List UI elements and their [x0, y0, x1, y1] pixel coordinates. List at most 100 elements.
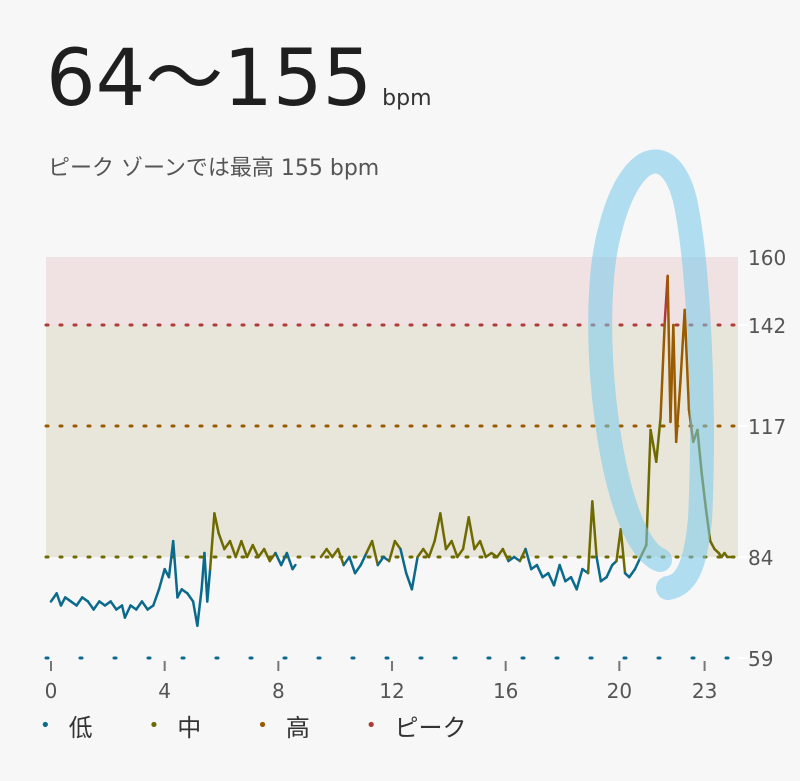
heart-rate-segment-26	[186, 592, 195, 603]
heart-rate-segment-35	[223, 539, 232, 551]
heart-rate-segment-108	[645, 428, 652, 547]
heart-rate-segment-124	[709, 539, 716, 551]
heart-rate-segment-75	[467, 516, 476, 551]
x-tick-label-23: 23	[692, 679, 717, 703]
heart-rate-segment-91	[558, 563, 567, 583]
legend-marker-peak: •	[365, 715, 381, 736]
heart-rate-segment-23	[171, 539, 179, 599]
heart-rate-segment-44	[274, 551, 283, 567]
heart-rate-segment-50	[325, 547, 334, 559]
heart-rate-segment-70	[439, 512, 448, 551]
heart-rate-segment-110	[655, 416, 662, 463]
heart-rate-segment-87	[535, 563, 544, 579]
heart-rate-segment-1	[55, 592, 63, 607]
heart-rate-segment-32	[208, 512, 216, 571]
heart-rate-segment-67	[422, 547, 431, 559]
heart-rate-segment-111	[659, 319, 667, 420]
heart-rate-segment-63	[399, 547, 408, 575]
heart-rate-segment-38	[240, 539, 249, 559]
legend-label-mid: 中	[177, 714, 202, 742]
heart-rate-segment-68	[427, 539, 436, 559]
heart-rate-segment-96	[586, 500, 594, 575]
heart-rate-segment-90	[552, 563, 561, 587]
heart-rate-segment-51	[331, 547, 340, 559]
legend-marker-low: •	[40, 715, 55, 736]
y-tick-label-160: 160	[748, 246, 786, 270]
legend-label-high: 高	[285, 714, 310, 742]
legend-marker-high: •	[257, 715, 272, 736]
heart-rate-segment-100	[605, 563, 614, 579]
legend-marker-mid: •	[148, 715, 164, 736]
heart-rate-segment-89	[547, 571, 556, 587]
heart-rate-segment-33	[213, 512, 220, 535]
heart-rate-segment-39	[245, 543, 255, 559]
highlight-annotation-loop	[588, 149, 714, 600]
heart-rate-segment-72	[450, 539, 459, 559]
heart-rate-segment-84	[518, 547, 527, 563]
heart-rate-segment-52	[336, 547, 345, 567]
heart-rate-segment-24	[176, 588, 183, 599]
header: 64〜155 bpm	[46, 40, 432, 118]
heart-rate-segment-13	[120, 604, 127, 619]
y-tick-label-117: 117	[748, 415, 786, 439]
heart-rate-segment-61	[387, 539, 397, 563]
x-tick-label-16: 16	[493, 679, 518, 703]
legend-item-low: • 低	[40, 708, 93, 743]
x-tick-label-4: 4	[158, 679, 171, 703]
legend-label-peak: ピーク	[394, 714, 467, 742]
heart-rate-segment-31	[206, 567, 212, 603]
heart-rate-segment-76	[473, 539, 482, 551]
x-tick-label-8: 8	[272, 679, 285, 703]
heart-rate-segment-80	[495, 547, 505, 559]
heart-rate-segment-62	[393, 539, 402, 551]
heart-rate-segment-77	[478, 539, 488, 559]
heart-rate-segment-42	[262, 547, 272, 563]
heart-rate-segment-93	[569, 575, 578, 591]
heart-rate-segment-11	[109, 600, 118, 611]
heart-rate-segment-16	[135, 600, 144, 611]
heart-rate-segment-57	[365, 539, 374, 555]
heart-rate-segment-73	[456, 547, 465, 559]
heart-rate-segment-103	[619, 527, 627, 575]
heart-rate-segment-81	[501, 547, 510, 563]
heart-rate-segment-41	[257, 547, 266, 559]
legend-item-peak: • ピーク	[366, 708, 467, 743]
heart-rate-unit: bpm	[382, 86, 432, 111]
legend-item-high: • 高	[257, 708, 310, 743]
legend-label-low: 低	[68, 714, 93, 742]
heart-rate-segment-74	[461, 516, 470, 551]
heart-rate-segment-64	[404, 571, 414, 591]
x-tick-label-20: 20	[607, 679, 632, 703]
heart-rate-segment-59	[376, 555, 385, 567]
heart-rate-segment-98	[595, 555, 603, 583]
heart-rate-segment-45	[279, 551, 289, 567]
heart-rate-segment-97	[591, 500, 598, 559]
heart-rate-segment-53	[342, 555, 351, 567]
legend-item-mid: • 中	[149, 708, 202, 743]
heart-rate-segment-28	[196, 588, 203, 627]
heart-rate-segment-65	[410, 555, 419, 591]
heart-rate-segment-43	[268, 551, 277, 563]
heart-rate-range-row: 64〜155 bpm	[46, 40, 432, 118]
heart-rate-segment-46	[285, 551, 294, 571]
heart-rate-segment-71	[444, 539, 453, 551]
heart-rate-segment-5	[75, 596, 84, 607]
heart-rate-segment-2	[59, 596, 67, 607]
heart-rate-segment-105	[628, 567, 637, 579]
heart-rate-range: 64〜155	[46, 34, 373, 124]
x-tick-label-12: 12	[379, 679, 404, 703]
peak-zone-subtitle: ピーク ゾーンでは最高 155 bpm	[48, 156, 380, 181]
heart-rate-segment-49	[319, 547, 328, 559]
heart-rate-segment-115	[672, 323, 678, 444]
heart-rate-segment-14	[123, 604, 132, 619]
heart-rate-segment-58	[370, 539, 380, 567]
zone-band-high	[46, 325, 738, 426]
y-tick-label-84: 84	[748, 546, 773, 570]
heart-rate-segment-55	[353, 563, 362, 575]
heart-rate-segment-56	[359, 551, 368, 567]
heart-rate-segment-47	[291, 563, 297, 571]
heart-rate-segment-8	[92, 600, 101, 611]
zone-band-peak	[46, 257, 738, 325]
heart-rate-segment-94	[575, 567, 584, 591]
